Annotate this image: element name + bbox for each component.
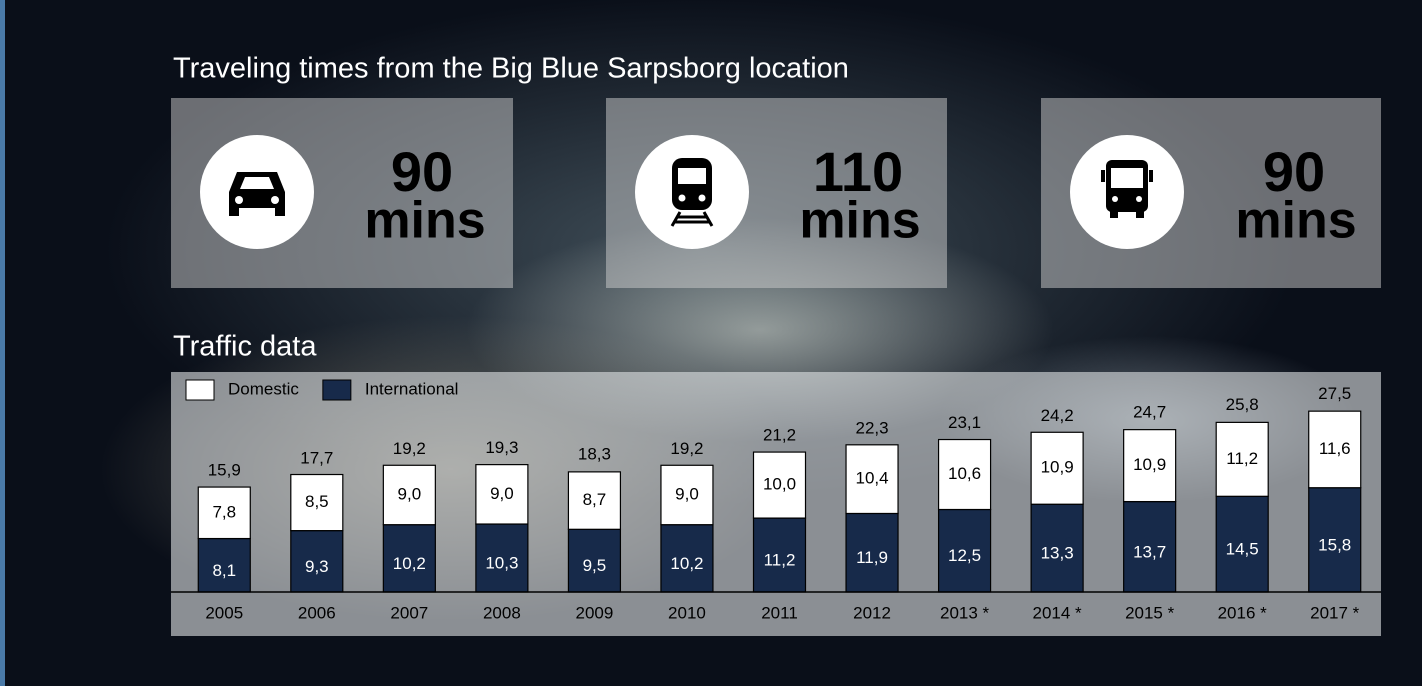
legend-swatch	[186, 380, 214, 400]
x-tick-label: 2011	[761, 603, 798, 622]
travel-unit: mins	[799, 192, 920, 250]
x-tick-label: 2016 *	[1218, 603, 1268, 622]
total-label: 17,7	[300, 449, 333, 468]
total-label: 23,1	[948, 413, 981, 432]
x-tick-label: 2013 *	[940, 603, 990, 622]
legend-label: Domestic	[228, 379, 299, 398]
value-label: 7,8	[212, 502, 236, 521]
value-label: 11,2	[764, 551, 796, 570]
x-tick-label: 2005	[205, 603, 243, 622]
bus-icon	[1070, 135, 1184, 249]
value-label: 10,6	[948, 464, 981, 483]
total-label: 15,9	[208, 461, 241, 480]
value-label: 10,2	[393, 554, 426, 573]
total-label: 19,2	[670, 439, 703, 458]
value-label: 9,0	[398, 484, 422, 503]
x-tick-label: 2014 *	[1033, 603, 1083, 622]
value-label: 8,1	[212, 561, 236, 580]
value-label: 12,5	[948, 546, 981, 565]
x-tick-label: 2009	[576, 603, 614, 622]
value-label: 14,5	[1226, 540, 1259, 559]
train-icon	[635, 135, 749, 249]
value-label: 10,4	[855, 469, 888, 488]
value-label: 8,7	[583, 490, 607, 509]
total-label: 22,3	[855, 418, 888, 437]
x-tick-label: 2008	[483, 603, 521, 622]
value-label: 11,2	[1226, 449, 1258, 468]
value-label: 11,6	[1319, 439, 1351, 458]
total-label: 24,2	[1041, 406, 1074, 425]
travel-unit: mins	[1235, 192, 1356, 250]
value-label: 13,7	[1133, 542, 1166, 561]
value-label: 10,2	[670, 554, 703, 573]
x-tick-label: 2010	[668, 603, 706, 622]
value-label: 9,5	[583, 556, 607, 575]
value-label: 8,5	[305, 492, 329, 511]
total-label: 18,3	[578, 445, 611, 464]
value-label: 9,0	[675, 484, 699, 503]
value-label: 9,0	[490, 484, 514, 503]
x-tick-label: 2012	[853, 603, 891, 622]
x-tick-label: 2007	[390, 603, 428, 622]
total-label: 24,7	[1133, 402, 1166, 421]
car-icon	[200, 135, 314, 249]
total-label: 19,3	[485, 438, 518, 457]
value-label: 10,3	[485, 553, 518, 572]
heading: Traveling times from the Big Blue Sarpsb…	[173, 53, 849, 85]
value-label: 10,9	[1133, 455, 1166, 474]
total-label: 25,8	[1226, 395, 1259, 414]
total-label: 27,5	[1318, 384, 1351, 403]
slide: Traveling times from the Big Blue Sarpsb…	[0, 0, 1422, 686]
value-label: 10,9	[1041, 458, 1074, 477]
value-label: 10,0	[763, 475, 796, 494]
total-label: 19,2	[393, 439, 426, 458]
x-tick-label: 2006	[298, 603, 336, 622]
total-label: 21,2	[763, 426, 796, 445]
value-label: 11,9	[856, 548, 888, 567]
section-title: Traffic data	[173, 331, 317, 363]
x-tick-label: 2017 *	[1310, 603, 1360, 622]
x-tick-label: 2015 *	[1125, 603, 1175, 622]
legend-label: International	[365, 379, 459, 398]
value-label: 13,3	[1041, 544, 1074, 563]
travel-unit: mins	[364, 192, 485, 250]
value-label: 9,3	[305, 557, 329, 576]
legend-swatch	[323, 380, 351, 400]
value-label: 15,8	[1318, 535, 1351, 554]
